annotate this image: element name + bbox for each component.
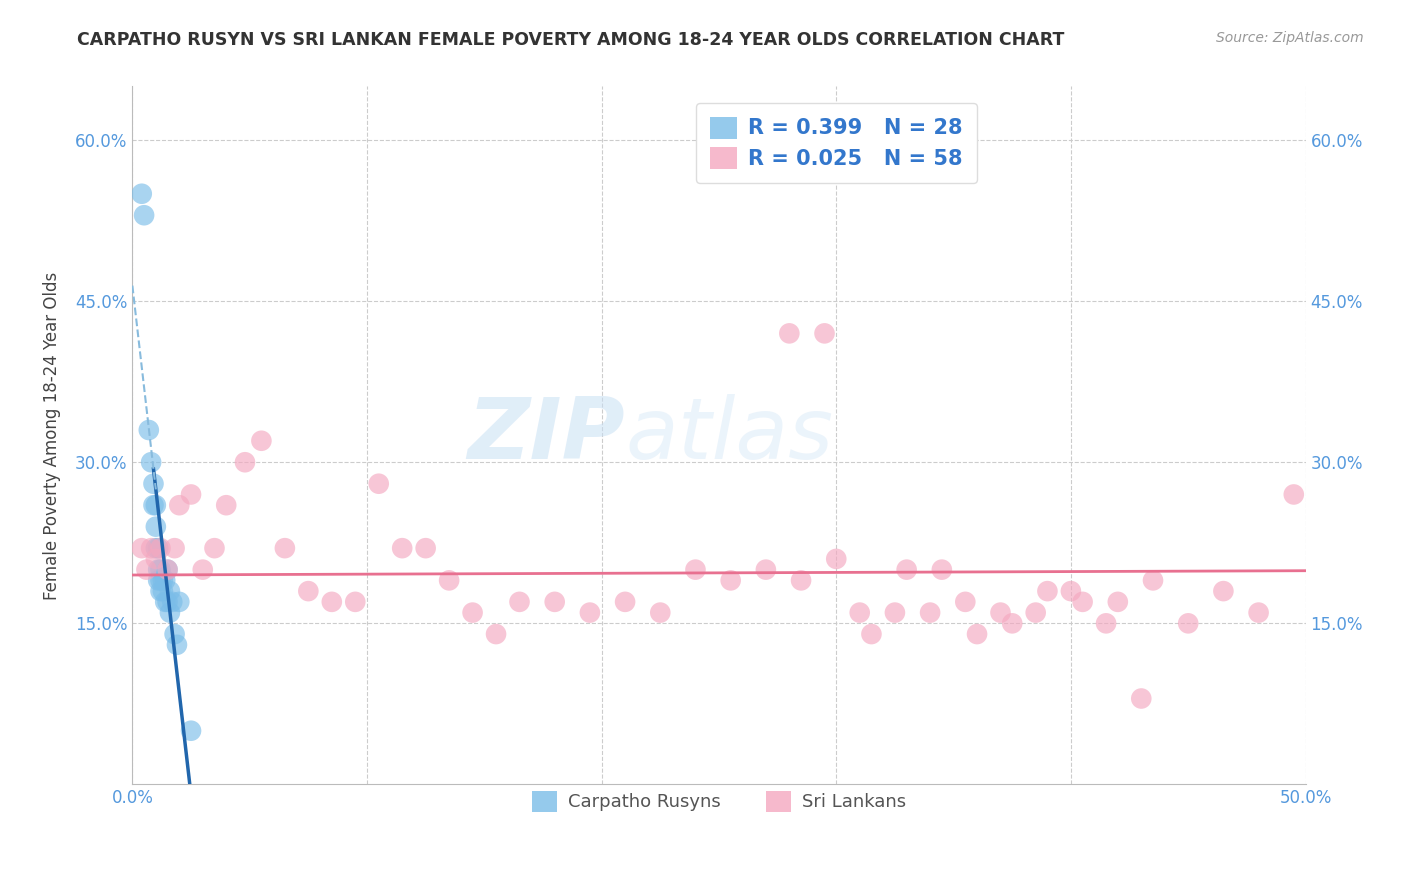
Point: [156, 595, 179, 609]
Point: [142, 498, 165, 512]
Point: [166, 638, 188, 652]
Point: [163, 627, 186, 641]
Point: [180, 487, 202, 501]
Text: atlas: atlas: [626, 394, 834, 477]
Point: [145, 552, 167, 566]
Point: [215, 498, 238, 512]
Text: CARPATHO RUSYN VS SRI LANKAN FEMALE POVERTY AMONG 18-24 YEAR OLDS CORRELATION CH: CARPATHO RUSYN VS SRI LANKAN FEMALE POVE…: [77, 31, 1064, 49]
Y-axis label: Female Poverty Among 18-24 Year Olds: Female Poverty Among 18-24 Year Olds: [44, 271, 60, 599]
Point: [149, 563, 172, 577]
Point: [131, 186, 153, 201]
Point: [155, 574, 177, 588]
Point: [813, 326, 835, 341]
Point: [135, 563, 157, 577]
Point: [1060, 584, 1083, 599]
Point: [1247, 606, 1270, 620]
Point: [825, 552, 848, 566]
Point: [415, 541, 437, 556]
Point: [544, 595, 567, 609]
Point: [204, 541, 226, 556]
Point: [274, 541, 297, 556]
Point: [955, 595, 977, 609]
Point: [155, 595, 177, 609]
Point: [990, 606, 1012, 620]
Point: [931, 563, 953, 577]
Point: [145, 519, 167, 533]
Point: [156, 563, 179, 577]
Point: [848, 606, 870, 620]
Text: Source: ZipAtlas.com: Source: ZipAtlas.com: [1216, 31, 1364, 45]
Point: [162, 595, 184, 609]
Point: [159, 606, 181, 620]
Point: [685, 563, 707, 577]
Point: [1107, 595, 1129, 609]
Point: [860, 627, 883, 641]
Point: [883, 606, 905, 620]
Point: [896, 563, 918, 577]
Point: [966, 627, 988, 641]
Point: [1177, 616, 1199, 631]
Point: [145, 498, 167, 512]
Point: [1071, 595, 1094, 609]
Point: [169, 595, 191, 609]
Point: [720, 574, 742, 588]
Point: [650, 606, 672, 620]
Point: [148, 574, 170, 588]
Point: [131, 541, 153, 556]
Point: [250, 434, 273, 448]
Point: [149, 584, 172, 599]
Point: [344, 595, 367, 609]
Point: [1130, 691, 1153, 706]
Point: [461, 606, 484, 620]
Point: [367, 476, 389, 491]
Point: [163, 541, 186, 556]
Point: [156, 563, 179, 577]
Point: [148, 541, 170, 556]
Point: [152, 584, 174, 599]
Point: [391, 541, 413, 556]
Point: [145, 541, 167, 556]
Point: [139, 455, 162, 469]
Point: [437, 574, 460, 588]
Point: [579, 606, 602, 620]
Point: [614, 595, 637, 609]
Point: [139, 541, 162, 556]
Point: [132, 208, 155, 222]
Point: [1001, 616, 1024, 631]
Point: [169, 498, 191, 512]
Point: [790, 574, 813, 588]
Point: [755, 563, 778, 577]
Point: [1142, 574, 1164, 588]
Legend: Carpatho Rusyns, Sri Lankans: Carpatho Rusyns, Sri Lankans: [519, 778, 918, 824]
Point: [321, 595, 343, 609]
Point: [149, 574, 172, 588]
Point: [1212, 584, 1234, 599]
Point: [138, 423, 160, 437]
Point: [152, 574, 174, 588]
Point: [191, 563, 214, 577]
Text: ZIP: ZIP: [467, 394, 626, 477]
Point: [159, 584, 181, 599]
Point: [508, 595, 530, 609]
Point: [142, 476, 165, 491]
Point: [1036, 584, 1059, 599]
Point: [233, 455, 256, 469]
Point: [180, 723, 202, 738]
Point: [1095, 616, 1118, 631]
Point: [149, 541, 172, 556]
Point: [778, 326, 800, 341]
Point: [297, 584, 319, 599]
Point: [1025, 606, 1047, 620]
Point: [1282, 487, 1305, 501]
Point: [148, 563, 170, 577]
Point: [920, 606, 942, 620]
Point: [485, 627, 508, 641]
